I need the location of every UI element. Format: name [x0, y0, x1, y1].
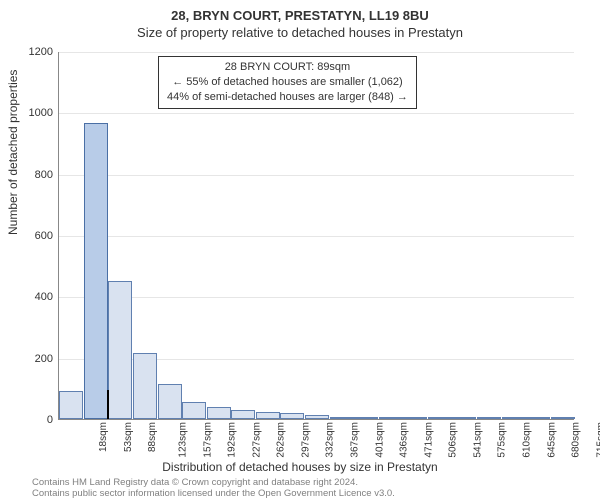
histogram-bar	[305, 415, 329, 419]
x-tick-label: 192sqm	[227, 422, 238, 458]
gridline	[59, 236, 574, 237]
histogram-bar	[59, 391, 83, 419]
histogram-bar	[280, 413, 304, 419]
y-axis-label: Number of detached properties	[6, 70, 20, 235]
annotation-line-2: ← 55% of detached houses are smaller (1,…	[167, 75, 408, 90]
x-tick-label: 471sqm	[423, 422, 434, 458]
annotation-line-1: 28 BRYN COURT: 89sqm	[167, 60, 408, 75]
x-tick-label: 506sqm	[448, 422, 459, 458]
histogram-bar	[108, 281, 132, 419]
footer-attribution: Contains HM Land Registry data © Crown c…	[32, 478, 395, 500]
histogram-bar	[551, 417, 575, 419]
x-tick-label: 645sqm	[546, 422, 557, 458]
y-tick-label: 200	[13, 353, 53, 365]
page-subtitle: Size of property relative to detached ho…	[0, 23, 600, 40]
x-tick-label: 332sqm	[325, 422, 336, 458]
gridline	[59, 113, 574, 114]
histogram-bar	[84, 123, 108, 419]
histogram-bar	[403, 417, 427, 419]
gridline	[59, 52, 574, 53]
annotation-box: 28 BRYN COURT: 89sqm ← 55% of detached h…	[158, 56, 417, 109]
x-tick-label: 88sqm	[147, 422, 158, 452]
histogram-bar	[502, 417, 526, 419]
histogram-bar	[207, 407, 231, 419]
footer-line-2: Contains public sector information licen…	[32, 489, 395, 500]
annotation-line-3: 44% of semi-detached houses are larger (…	[167, 90, 408, 105]
page-title-address: 28, BRYN COURT, PRESTATYN, LL19 8BU	[0, 0, 600, 23]
y-tick-label: 400	[13, 291, 53, 303]
x-tick-label: 367sqm	[350, 422, 361, 458]
y-tick-label: 1000	[13, 107, 53, 119]
histogram-bar	[379, 417, 403, 419]
x-tick-label: 610sqm	[522, 422, 533, 458]
chart-area: 02004006008001000120018sqm53sqm88sqm123s…	[58, 52, 574, 420]
histogram-bar	[231, 410, 255, 419]
y-tick-label: 800	[13, 169, 53, 181]
y-tick-label: 600	[13, 230, 53, 242]
gridline	[59, 175, 574, 176]
x-axis-label: Distribution of detached houses by size …	[0, 460, 600, 474]
x-tick-label: 541sqm	[472, 422, 483, 458]
histogram-bar	[452, 417, 476, 419]
histogram-bar	[158, 384, 182, 419]
y-tick-label: 1200	[13, 46, 53, 58]
histogram-bar	[354, 417, 378, 419]
gridline	[59, 297, 574, 298]
property-marker	[107, 390, 109, 419]
x-tick-label: 680sqm	[571, 422, 582, 458]
x-tick-label: 227sqm	[251, 422, 262, 458]
x-tick-label: 297sqm	[300, 422, 311, 458]
histogram-bar	[477, 417, 501, 419]
x-tick-label: 157sqm	[202, 422, 213, 458]
x-tick-label: 715sqm	[595, 422, 600, 458]
histogram-bar	[330, 417, 354, 419]
x-tick-label: 262sqm	[276, 422, 287, 458]
x-tick-label: 401sqm	[374, 422, 385, 458]
x-tick-label: 436sqm	[399, 422, 410, 458]
x-tick-label: 123sqm	[178, 422, 189, 458]
x-tick-label: 53sqm	[123, 422, 134, 452]
histogram-bar	[133, 353, 157, 419]
histogram-bar	[428, 417, 452, 419]
histogram-bar	[182, 402, 206, 419]
histogram-bar	[256, 412, 280, 419]
x-tick-label: 18sqm	[98, 422, 109, 452]
y-tick-label: 0	[13, 414, 53, 426]
x-tick-label: 575sqm	[497, 422, 508, 458]
histogram-bar	[526, 417, 550, 419]
